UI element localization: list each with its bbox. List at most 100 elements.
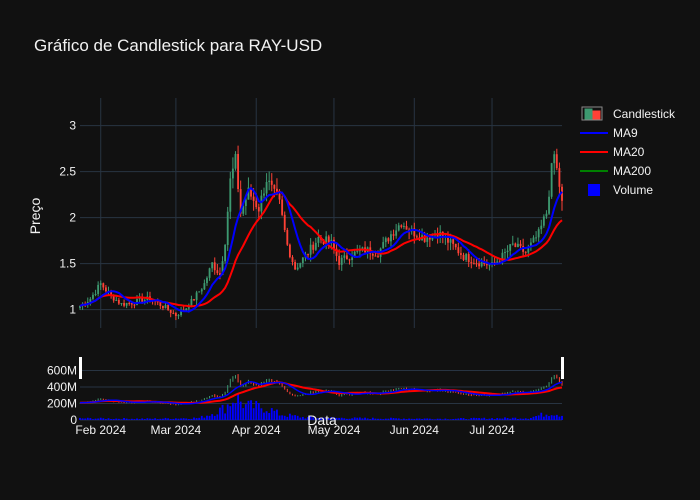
- candle-body: [198, 291, 201, 293]
- range-axis-ticks: 0 200M 400M 600M: [47, 364, 77, 428]
- candle-body: [509, 244, 512, 251]
- legend-item-ma200: MA200: [580, 164, 651, 178]
- candle-body: [125, 302, 128, 306]
- volume-bar: [428, 418, 431, 420]
- candle-body: [356, 250, 359, 252]
- volume-bar: [327, 418, 330, 420]
- volume-bar: [317, 418, 320, 420]
- volume-bar: [107, 418, 110, 420]
- volume-bar: [193, 417, 195, 420]
- price-tick-label: 1.5: [59, 257, 76, 271]
- candle-body: [203, 283, 206, 290]
- candle-body: [351, 257, 354, 261]
- volume-bar: [252, 408, 255, 420]
- candle-body: [519, 243, 522, 247]
- candle-body: [255, 200, 258, 208]
- volume-bar: [529, 417, 532, 420]
- candle-body: [426, 237, 429, 242]
- volume-bar: [244, 404, 247, 420]
- candle-body: [260, 195, 263, 212]
- volume-bar: [102, 418, 105, 420]
- volume-bar: [333, 417, 335, 420]
- candle-body: [452, 239, 455, 244]
- candle-body: [542, 216, 545, 226]
- volume-bar: [524, 418, 527, 420]
- volume-bar: [182, 418, 185, 420]
- legend-label: Candlestick: [613, 107, 676, 121]
- volume-bar: [449, 419, 452, 420]
- candle-body: [395, 230, 398, 236]
- volume-bar: [462, 418, 465, 420]
- volume-bar: [475, 417, 478, 420]
- legend-item-ma9: MA9: [580, 126, 638, 140]
- volume-bar: [110, 419, 113, 420]
- date-tick-label: Jul 2024: [469, 423, 515, 437]
- candle-body: [104, 287, 107, 292]
- candle-body: [400, 225, 403, 227]
- volume-bar: [522, 418, 525, 420]
- candle-body: [465, 254, 468, 260]
- volume-bar: [535, 416, 538, 420]
- volume-bar: [250, 400, 252, 420]
- candle-body: [338, 255, 341, 265]
- candle-body: [340, 257, 343, 265]
- volume-bar: [325, 418, 328, 420]
- volume-bar: [369, 419, 372, 420]
- volume-bar: [255, 400, 258, 420]
- volume-bar: [426, 418, 429, 420]
- volume-bar: [423, 418, 426, 420]
- volume-bar: [159, 418, 162, 420]
- candle-body: [265, 182, 268, 194]
- candle-body: [128, 302, 131, 304]
- volume-bar: [561, 415, 563, 420]
- price-axis-ticks: 1 1.5 2 2.5 3: [59, 119, 76, 317]
- candle-body: [312, 244, 315, 250]
- candle-body: [488, 264, 491, 266]
- candle-body: [161, 305, 164, 309]
- volume-bar: [130, 418, 133, 420]
- volume-bar: [128, 419, 131, 420]
- volume-bar: [226, 404, 229, 420]
- candle-body: [291, 257, 294, 263]
- candle-body: [94, 293, 97, 295]
- volume-bar: [441, 419, 444, 420]
- volume-bar: [104, 419, 107, 420]
- candle-body: [213, 262, 216, 271]
- candle-body: [527, 247, 530, 253]
- range-slider-left-handle[interactable]: [79, 357, 82, 379]
- volume-bar: [402, 418, 405, 420]
- candle-body: [472, 263, 475, 265]
- volume-bar: [542, 416, 545, 420]
- candle-body: [239, 189, 242, 214]
- candle-body: [92, 294, 94, 299]
- candle-body: [467, 254, 470, 263]
- volume-bar: [94, 418, 97, 420]
- volume-bar: [444, 418, 447, 420]
- date-tick-label: Apr 2024: [232, 423, 281, 437]
- volume-bar: [454, 418, 457, 420]
- volume-bar: [115, 418, 118, 420]
- candle-body: [211, 262, 214, 269]
- range-slider-right-handle[interactable]: [561, 357, 564, 379]
- volume-bar: [198, 417, 201, 420]
- candle-body: [190, 299, 193, 308]
- candle-body: [169, 309, 172, 313]
- candle-body: [317, 236, 320, 243]
- candle-body: [278, 194, 281, 200]
- candle-body: [353, 251, 356, 258]
- chart-title: Gráfico de Candlestick para RAY-USD: [34, 36, 322, 55]
- volume-bar: [335, 417, 338, 420]
- volume-bar: [288, 413, 291, 420]
- candle-body: [558, 168, 561, 187]
- volume-bar: [312, 417, 315, 420]
- candle-body: [397, 225, 400, 231]
- volume-bar: [164, 417, 167, 420]
- candle-body: [374, 255, 377, 257]
- candle-body: [382, 242, 385, 249]
- candle-body: [219, 273, 221, 276]
- candle-body: [535, 237, 538, 239]
- candle-body: [493, 262, 496, 264]
- candle-body: [390, 234, 392, 242]
- date-tick-label: Jun 2024: [390, 423, 440, 437]
- volume-bar: [273, 410, 276, 420]
